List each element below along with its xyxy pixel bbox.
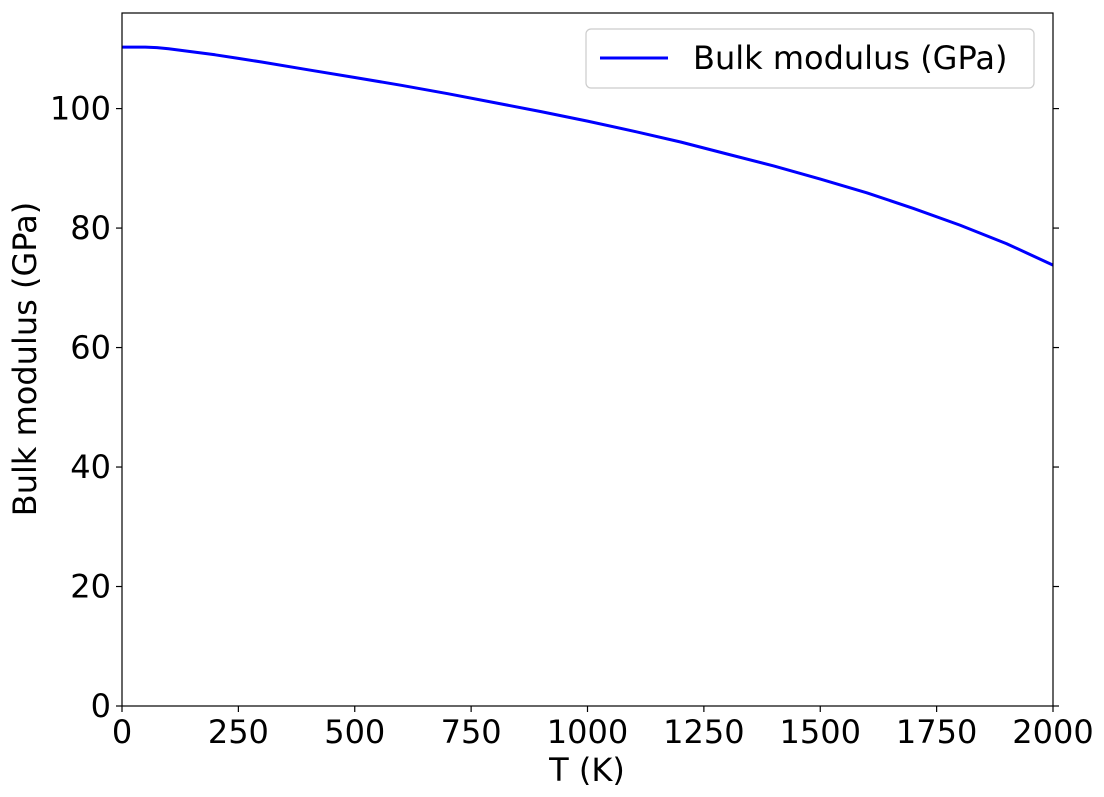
y-tick-label: 0 (91, 687, 111, 725)
x-tick-label: 1250 (663, 713, 744, 751)
ticks-layer: 0 250 500 750 1000 1250 1500 1750 2000 0 20 40 60 80 1… (50, 90, 1094, 751)
x-tick-label: 1750 (896, 713, 977, 751)
y-tick-label: 60 (70, 329, 111, 367)
x-axis-label: T (K) (548, 751, 625, 789)
x-tick-label: 250 (208, 713, 269, 751)
legend-box (585, 28, 1035, 89)
plot-area (122, 13, 1053, 706)
y-tick-label: 80 (70, 209, 111, 247)
x-tick-label: 750 (441, 713, 502, 751)
x-tick-label: 1000 (547, 713, 628, 751)
series-line-bulk-modulus (122, 45, 1054, 267)
x-tick-label: 500 (324, 713, 385, 751)
y-tick-label: 40 (70, 448, 111, 486)
x-tick-label: 0 (112, 713, 132, 751)
series-layer (122, 45, 1054, 267)
legend-label: Bulk modulus (GPa) (693, 39, 1007, 77)
y-tick-label: 20 (70, 568, 111, 606)
y-axis-label: Bulk modulus (GPa) (6, 202, 44, 516)
legend: Bulk modulus (GPa) (585, 28, 1035, 89)
x-tick-label: 2000 (1012, 713, 1093, 751)
x-tick-label: 1500 (780, 713, 861, 751)
plot-frame (121, 12, 1054, 707)
y-tick-label: 100 (50, 90, 111, 128)
